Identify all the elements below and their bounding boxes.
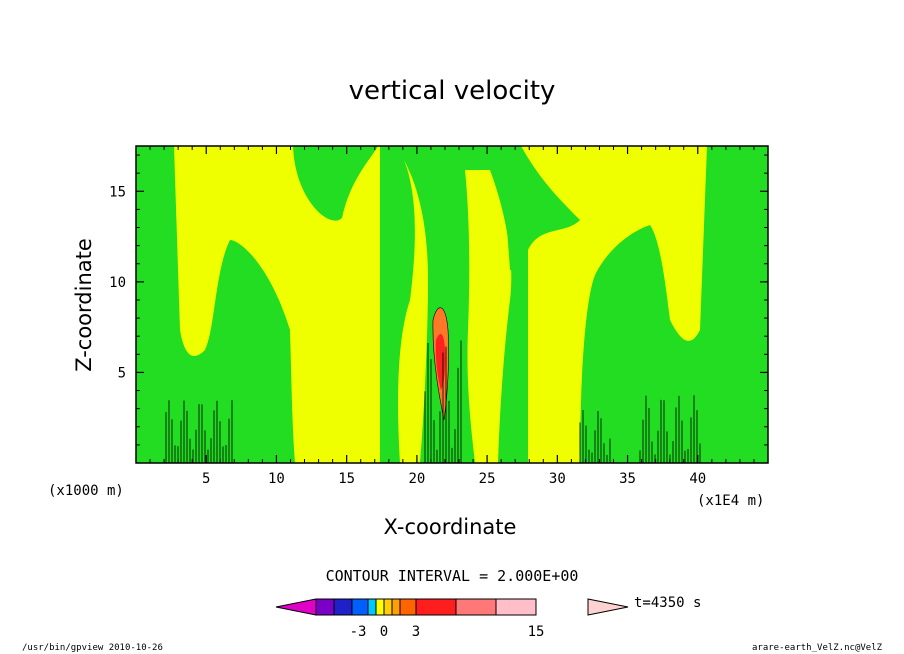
footer-left: /usr/bin/gpview 2010-10-26 (22, 643, 163, 653)
colorbar-label: 0 (380, 624, 388, 640)
colorbar-segment (391, 598, 401, 616)
x-tick-label: 5 (202, 471, 210, 487)
x-axis-label: X-coordinate (383, 515, 517, 539)
colorbar-label: -3 (350, 624, 367, 640)
surface-fluctuation-right (639, 395, 701, 463)
green-region (432, 150, 450, 300)
contour-interval-text: CONTOUR INTERVAL = 2.000E+00 (325, 567, 579, 585)
colorbar-segment (455, 598, 497, 616)
y-tick-label: 10 (109, 275, 126, 291)
chart-title: vertical velocity (348, 76, 556, 106)
x-scale-label: (x1E4 m) (697, 493, 765, 509)
colorbar-label: 3 (412, 624, 420, 640)
x-tick-label: 35 (619, 471, 636, 487)
x-unit-label: (x1000 m) (48, 483, 124, 499)
green-region (452, 152, 465, 290)
green-region (500, 160, 516, 270)
colorbar-segment (367, 598, 377, 616)
yellow-region (465, 170, 512, 463)
colorbar-segment (415, 598, 457, 616)
x-tick-label: 25 (479, 471, 496, 487)
x-tick-label: 40 (689, 471, 706, 487)
core-fluctuation (424, 340, 462, 463)
colorbar-segment (383, 598, 393, 616)
y-tick-label: 15 (109, 184, 126, 200)
plot-frame (135, 145, 769, 464)
surface-fluctuation-mid (579, 410, 611, 463)
x-tick-label: 20 (408, 471, 425, 487)
x-tick-label: 30 (549, 471, 566, 487)
colorbar-segment (315, 598, 335, 616)
yellow-region (521, 146, 707, 463)
yellow-region (318, 300, 375, 463)
surface-fluctuation-left (165, 400, 233, 463)
x-tick-label: 10 (268, 471, 285, 487)
colorbar-label: 15 (528, 624, 545, 640)
colorbar-min-arrow (275, 598, 317, 616)
colorbar-max-arrow (587, 598, 629, 616)
colorbar-segment (333, 598, 353, 616)
footer-right: arare-earth_VelZ.nc@VelZ (752, 643, 883, 653)
yellow-region (398, 160, 428, 463)
colorbar: -3 0 3 15 (275, 598, 629, 640)
y-tick-label: 5 (118, 365, 126, 381)
y-axis-label: Z-coordinate (72, 238, 96, 372)
axes: 5 10 15 20 25 30 35 40 5 10 15 (109, 145, 769, 487)
colorbar-segment (495, 598, 537, 616)
colorbar-segment (399, 598, 417, 616)
colorbar-segment (375, 598, 385, 616)
time-label: t=4350 s (634, 595, 702, 611)
yellow-region (174, 146, 380, 463)
contour-fill (136, 146, 768, 463)
colorbar-segment (351, 598, 369, 616)
x-tick-label: 15 (338, 471, 355, 487)
